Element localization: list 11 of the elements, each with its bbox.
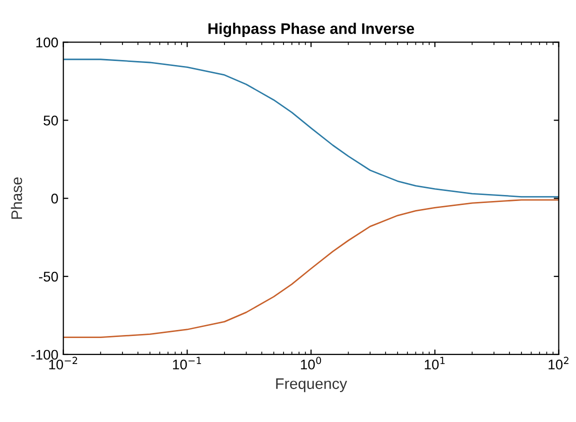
y-tick-label: 0	[51, 194, 58, 204]
chart-title: Highpass Phase and Inverse	[208, 22, 414, 38]
x-axis-title: Frequency	[276, 378, 348, 392]
y-tick-label: 50	[44, 116, 58, 126]
x-tick-label: 10$^{2}$	[548, 356, 568, 370]
x-tick-label: 10$^{1}$	[424, 356, 445, 370]
y-tick-label: 100	[36, 38, 58, 48]
x-tick-label: 10$^{−1}$	[173, 356, 202, 370]
y-tick-label: -50	[39, 272, 58, 282]
x-tick-label: 10$^{0}$	[300, 356, 322, 370]
y-axis-title: Phase	[10, 177, 22, 219]
